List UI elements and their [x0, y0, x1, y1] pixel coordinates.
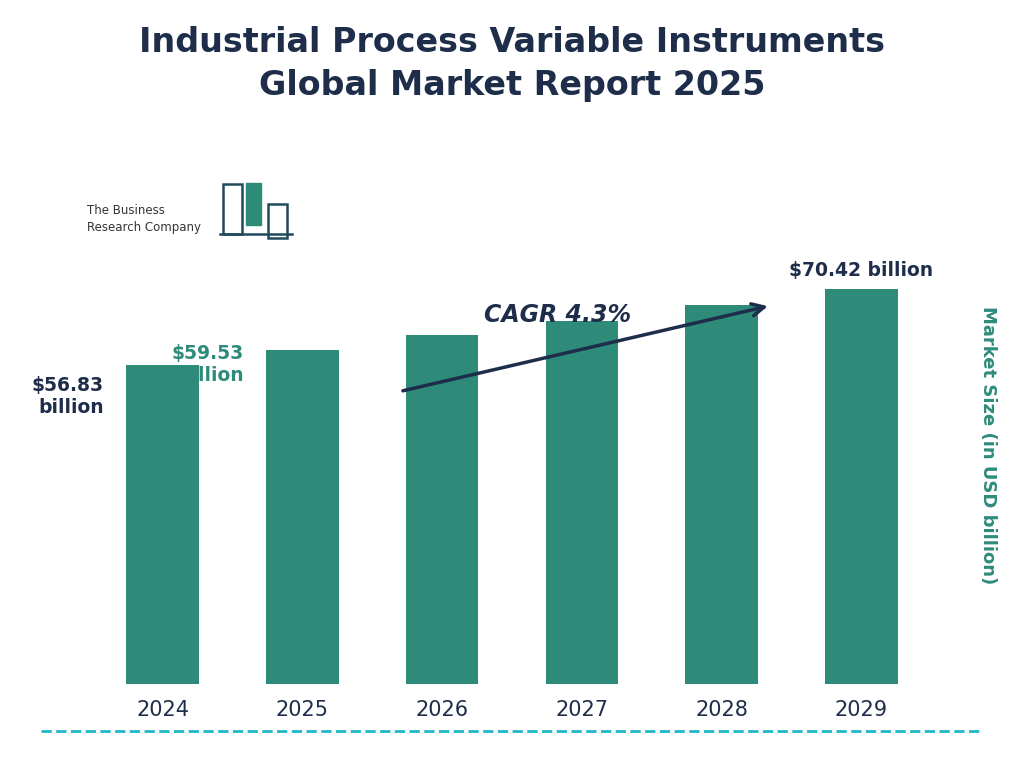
Bar: [223, 184, 242, 234]
Title: Industrial Process Variable Instruments
Global Market Report 2025: Industrial Process Variable Instruments …: [139, 25, 885, 102]
Text: $70.42 billion: $70.42 billion: [790, 261, 934, 280]
Text: $56.83
billion: $56.83 billion: [32, 376, 103, 417]
Bar: [268, 204, 287, 238]
Bar: [825, 289, 898, 684]
Bar: [546, 320, 618, 684]
Text: Market Size (in USD billion): Market Size (in USD billion): [979, 306, 997, 584]
Bar: [685, 305, 758, 684]
Bar: [126, 365, 199, 684]
Text: The Business
Research Company: The Business Research Company: [87, 204, 201, 234]
Text: $59.53
billion: $59.53 billion: [171, 344, 244, 386]
Bar: [406, 336, 478, 684]
Bar: [266, 349, 339, 684]
Bar: [246, 183, 261, 225]
Text: CAGR 4.3%: CAGR 4.3%: [484, 303, 631, 327]
